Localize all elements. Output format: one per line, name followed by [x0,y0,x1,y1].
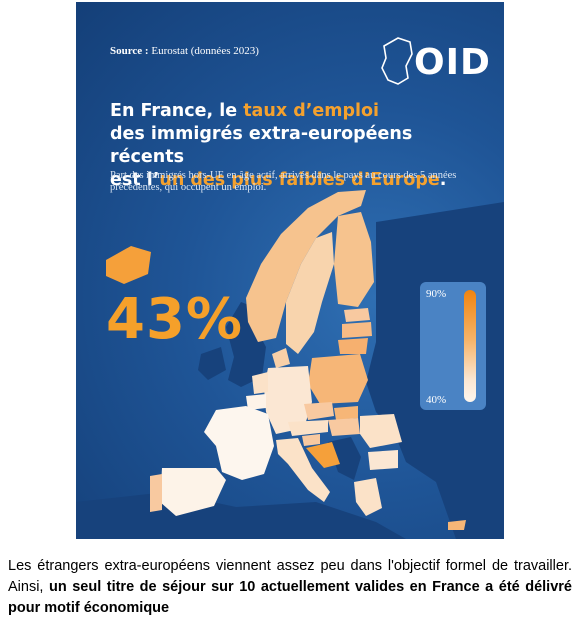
country-austria [288,420,328,436]
country-germany [264,366,312,434]
headline: En France, le taux d’emploi des immigrés… [110,100,490,192]
land-no-data-balkans [328,437,361,480]
country-cyprus [448,520,466,530]
headline-part2: des immigrés extra-européens récents [110,124,413,167]
headline-part3: est l’ [110,170,160,190]
country-estonia [344,308,370,322]
country-france [204,406,274,480]
country-iceland [106,246,151,284]
legend-gradient-bar [464,290,476,402]
country-denmark [272,348,290,368]
country-slovakia [334,406,358,420]
headline-highlight2: un des plus faibles d’Europe [159,170,440,190]
legend-min-label: 40% [426,394,447,406]
country-croatia [306,442,340,468]
country-belgium [246,394,266,410]
source-line: Source : Eurostat (données 2023) [110,45,259,57]
country-slovenia [302,434,320,446]
source-label: Source : [110,45,149,57]
country-greece [354,478,382,516]
country-spain [160,468,226,516]
color-scale-legend: 90% 40% [420,282,486,410]
country-lithuania [338,338,368,354]
infographic-panel: Source : Eurostat (données 2023) OID En … [76,2,504,539]
country-poland [308,354,368,404]
country-norway [246,190,366,342]
caption-bold-text: un seul titre de séjour sur 10 actuellem… [8,579,572,616]
country-italy [276,438,330,502]
country-latvia [342,322,372,338]
legend-max-label: 90% [426,288,447,300]
country-portugal [150,474,162,512]
country-czechia [304,402,334,420]
france-percentage: 43% [106,287,244,352]
subtitle: Part des immigrés hors-UE en âge actif, … [110,170,457,193]
country-bulgaria [368,450,398,470]
land-no-data-ireland [198,347,226,380]
country-romania [360,414,402,448]
country-hungary [328,418,360,436]
headline-part4: . [439,170,447,190]
headline-part1: En France, le [110,101,244,121]
country-sweden [286,232,334,354]
country-netherlands [252,372,268,394]
headline-highlight1: taux d’emploi [243,101,380,121]
oid-logo-text: OID [414,42,491,83]
caption-paragraph: Les étrangers extra-européens viennent a… [8,556,572,619]
source-text: Eurostat (données 2023) [151,45,259,57]
country-finland [334,212,374,307]
oid-logo-france-icon [381,37,413,85]
caption-text: Les étrangers extra-européens viennent a… [8,558,572,595]
